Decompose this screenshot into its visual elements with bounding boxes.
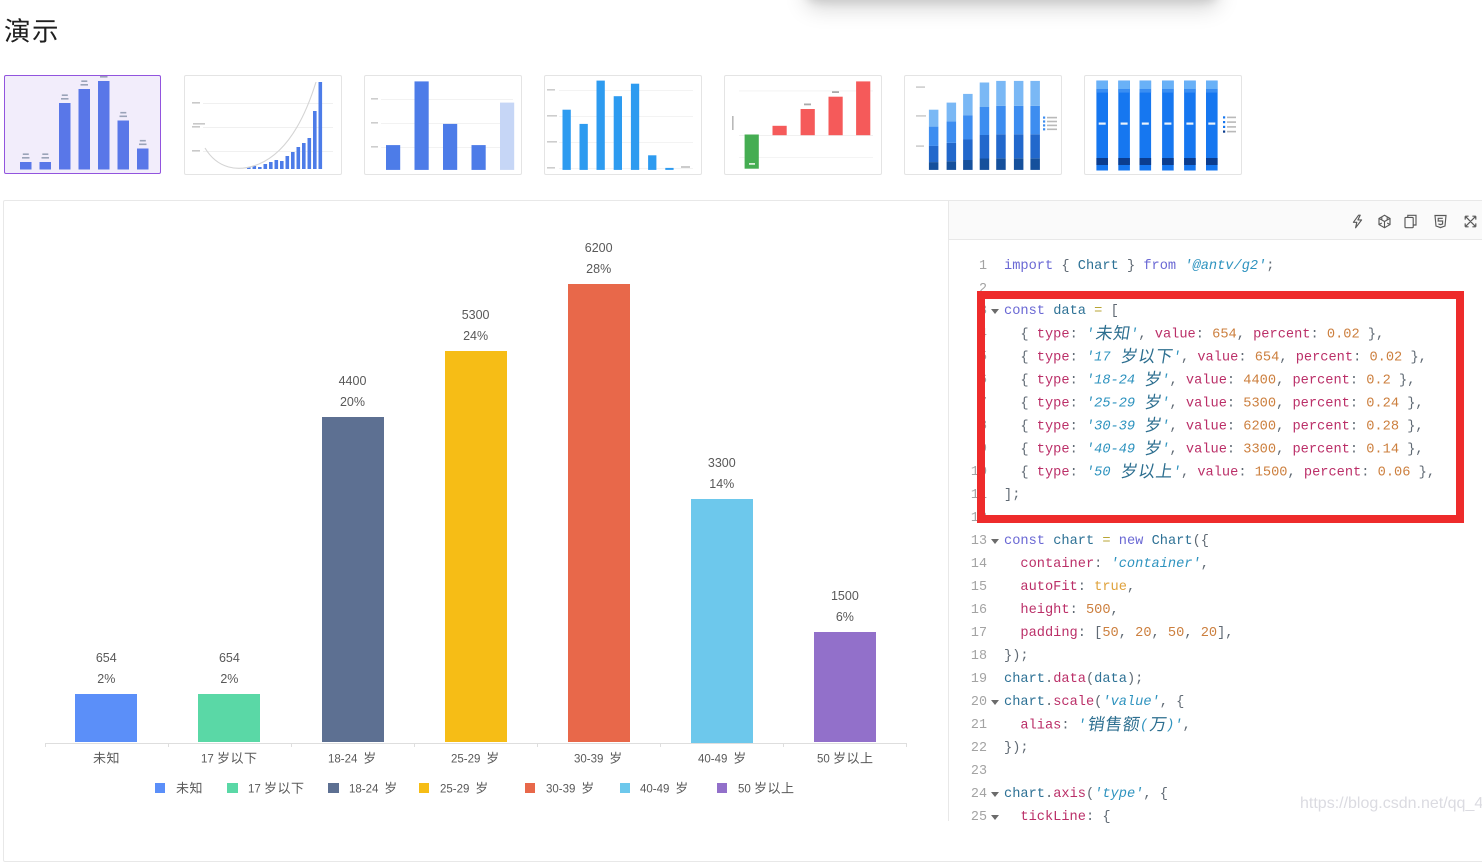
svg-text:30-39: 30-39 [546, 783, 575, 795]
svg-text:25-29: 25-29 [451, 753, 480, 765]
svg-text:30-39: 30-39 [574, 753, 603, 765]
svg-text:25-29: 25-29 [440, 783, 469, 795]
svg-text:17: 17 [201, 753, 214, 765]
svg-text:17: 17 [248, 783, 261, 795]
svg-text:18-24: 18-24 [328, 753, 358, 765]
svg-text:40-49: 40-49 [698, 753, 727, 765]
svg-text:50: 50 [738, 783, 751, 795]
svg-text:40-49: 40-49 [640, 783, 669, 795]
svg-text:18-24: 18-24 [349, 783, 379, 795]
svg-text:50: 50 [817, 753, 830, 765]
